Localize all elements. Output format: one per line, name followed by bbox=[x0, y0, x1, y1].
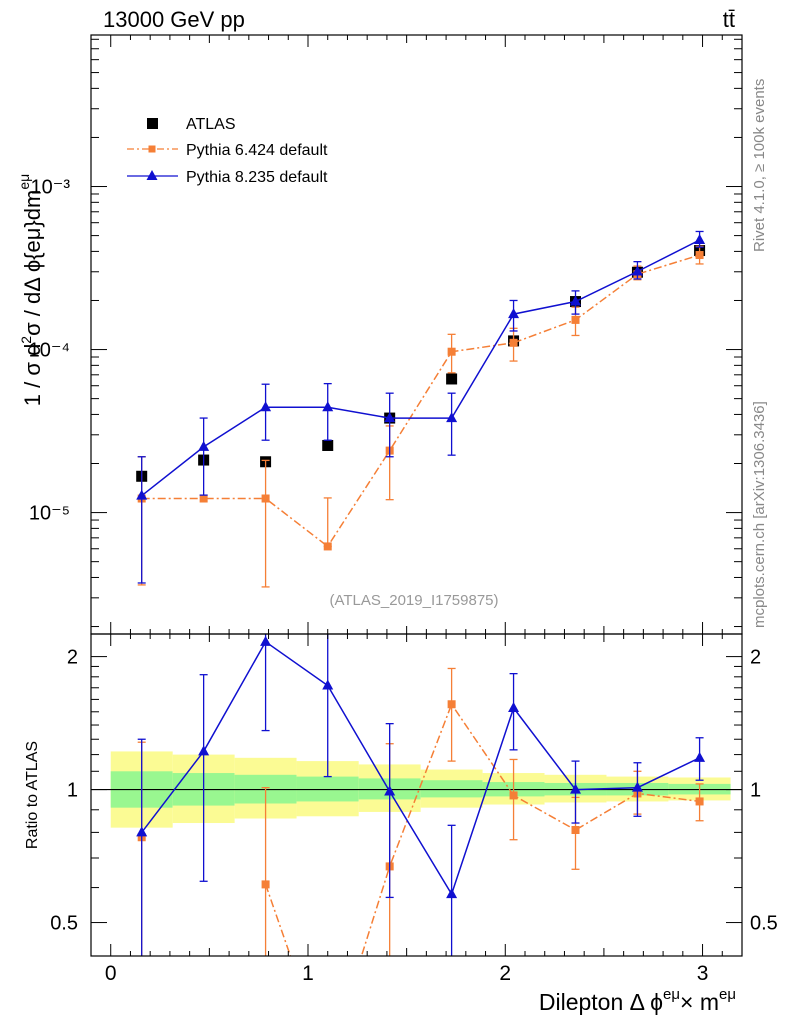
ratio-pythia8-line bbox=[141, 640, 700, 896]
pythia8-marker bbox=[322, 401, 334, 412]
x-axis-title: Dilepton Δ ϕeμ× meμ bbox=[539, 986, 736, 1015]
atlas-data-point bbox=[446, 373, 458, 385]
rivet-label: Rivet 4.1.0, ≥ 100k events bbox=[751, 79, 768, 252]
process-label: tt̄ bbox=[723, 7, 735, 32]
ratio-pythia8-marker bbox=[260, 635, 272, 646]
pythia8-marker bbox=[631, 265, 643, 276]
x-tick-label: 2 bbox=[499, 962, 511, 985]
pythia8-marker bbox=[384, 412, 396, 423]
axes-layer: 0 1 2 3 10⁻⁵ 10⁻⁴ 10⁻³ 0.5 0.5 1 1 2 2 bbox=[29, 34, 778, 985]
ratio-pythia6-marker bbox=[447, 700, 456, 709]
legend-label-pythia6: Pythia 6.424 default bbox=[186, 142, 328, 159]
legend-label-atlas: ATLAS bbox=[186, 116, 236, 133]
pythia8-marker bbox=[198, 440, 210, 451]
ratio-y-tick-label-left: 0.5 bbox=[50, 913, 78, 935]
svg-text:1 / σ d2σ / dΔ ϕ{eμ}dmeμ: 1 / σ d2σ / dΔ ϕ{eμ}dmeμ bbox=[16, 174, 45, 406]
main-y-tick-label: 10⁻³ bbox=[31, 177, 71, 199]
ratio-y-axis-title: Ratio to ATLAS bbox=[24, 741, 41, 849]
main-y-tick-label: 10⁻⁵ bbox=[29, 503, 70, 525]
ratio-pythia6-marker bbox=[261, 880, 270, 889]
main-y-axis-title: 1 / σ d2σ / dΔ ϕ{eμ}dmeμ bbox=[16, 174, 45, 406]
ratio-pythia6-marker bbox=[509, 791, 518, 800]
x-tick-label: 0 bbox=[105, 962, 117, 985]
mcplots-label: mcplots.cern.ch [arXiv:1306.3436] bbox=[751, 401, 768, 628]
ratio-pythia8-marker bbox=[136, 826, 148, 837]
ratio-y-tick-label-left: 2 bbox=[67, 647, 78, 669]
pythia6-marker bbox=[199, 494, 208, 503]
ratio-pythia8-marker bbox=[631, 781, 643, 792]
ratio-band-inner bbox=[420, 780, 483, 798]
pythia8-line bbox=[141, 239, 700, 497]
pythia6-marker bbox=[447, 347, 456, 356]
ratio-pythia8-marker bbox=[384, 785, 396, 796]
legend-marker-pythia6 bbox=[148, 145, 156, 153]
pythia6-marker bbox=[571, 315, 580, 324]
ratio-frame bbox=[90, 633, 743, 957]
svg-text:Dilepton Δ ϕeμ× meμ: Dilepton Δ ϕeμ× meμ bbox=[539, 986, 736, 1015]
legend-label-pythia8: Pythia 8.235 default bbox=[186, 169, 328, 186]
ratio-y-tick-label-left: 1 bbox=[67, 780, 78, 802]
legend: ATLAS Pythia 6.424 default Pythia 8.235 … bbox=[127, 116, 328, 186]
analysis-label: (ATLAS_2019_I1759875) bbox=[329, 592, 498, 609]
ratio-y-tick-label-right: 0.5 bbox=[750, 913, 778, 935]
pythia6-marker bbox=[695, 251, 704, 260]
ratio-pythia6-marker bbox=[571, 825, 580, 834]
pythia8-marker bbox=[260, 401, 272, 412]
main-y-tick-label: 10⁻⁴ bbox=[29, 340, 70, 362]
ratio-pythia6-marker bbox=[695, 797, 704, 806]
pythia6-line bbox=[141, 254, 700, 548]
pythia8-marker bbox=[570, 295, 582, 306]
ratio-pythia8-marker bbox=[198, 745, 210, 756]
legend-marker-atlas bbox=[147, 118, 158, 129]
legend-marker-pythia8 bbox=[146, 170, 158, 180]
main-plot-layer bbox=[136, 230, 706, 588]
energy-label: 13000 GeV pp bbox=[103, 7, 245, 32]
ratio-plot-layer bbox=[91, 634, 742, 956]
pythia6-marker bbox=[323, 542, 332, 551]
ratio-y-tick-label-right: 2 bbox=[750, 647, 761, 669]
pythia6-marker bbox=[261, 494, 270, 503]
ratio-y-tick-label-right: 1 bbox=[750, 780, 761, 802]
pythia8-marker bbox=[446, 412, 458, 423]
ratio-pythia6-line bbox=[264, 702, 700, 956]
ratio-pythia8-marker bbox=[446, 888, 458, 899]
pythia8-marker bbox=[694, 233, 706, 244]
ratio-pythia8-marker bbox=[508, 701, 520, 712]
atlas-data-point bbox=[322, 439, 334, 451]
pythia8-marker bbox=[136, 489, 148, 500]
ratio-pythia8-marker bbox=[570, 783, 582, 794]
x-tick-label: 1 bbox=[302, 962, 314, 985]
pythia6-marker bbox=[509, 338, 518, 347]
x-tick-label: 3 bbox=[697, 962, 709, 985]
pythia8-marker bbox=[508, 308, 520, 319]
ratio-pythia8-marker bbox=[694, 751, 706, 762]
ratio-pythia8-marker bbox=[322, 679, 334, 690]
